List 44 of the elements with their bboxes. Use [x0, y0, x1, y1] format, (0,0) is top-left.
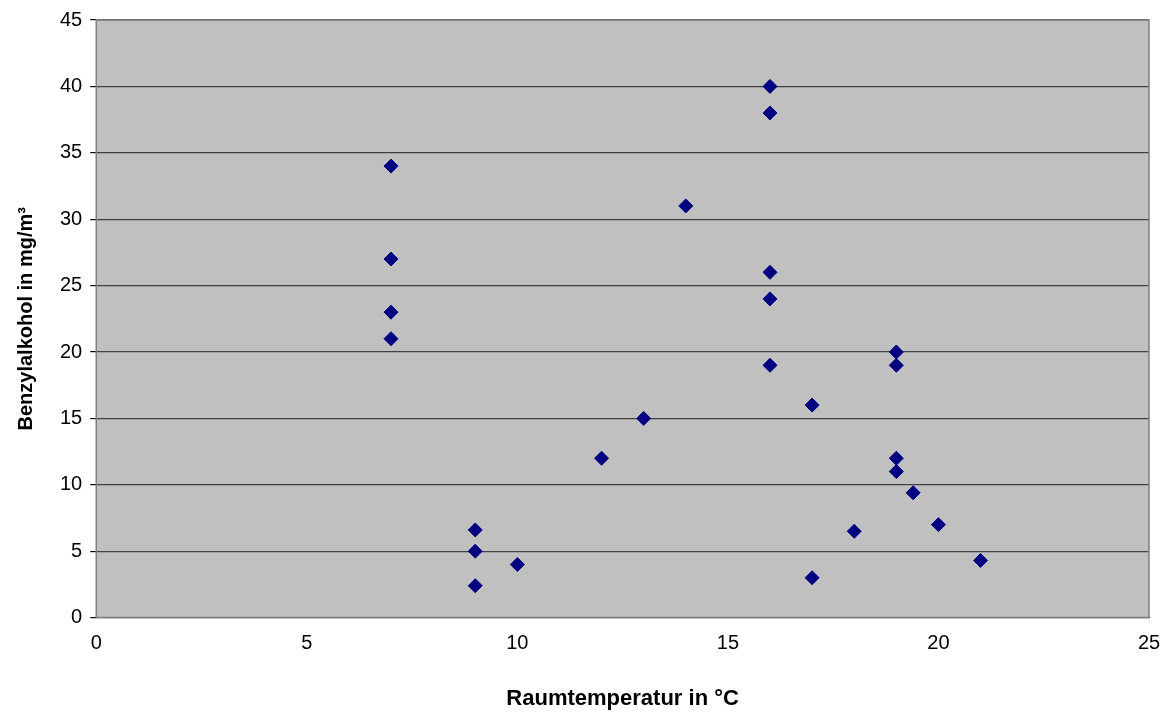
- y-axis-title: Benzylalkohol in mg/m³: [13, 206, 36, 431]
- y-tick-label: 25: [60, 273, 83, 296]
- y-tick-label: 35: [60, 140, 83, 163]
- x-tick-label: 20: [927, 631, 950, 654]
- point: [905, 485, 921, 501]
- point: [509, 556, 525, 572]
- point: [467, 543, 483, 559]
- y-tick-label: 20: [60, 339, 83, 362]
- y-tick-label: 5: [71, 538, 83, 561]
- point: [762, 105, 778, 121]
- y-tick-label: 10: [60, 472, 83, 495]
- y-tick-label: 0: [71, 605, 83, 628]
- point: [467, 522, 483, 538]
- point: [888, 464, 904, 480]
- point: [888, 344, 904, 360]
- point: [678, 198, 694, 214]
- x-tick-label: 25: [1137, 631, 1161, 654]
- y-tick-label: 40: [60, 73, 83, 96]
- point: [930, 517, 946, 533]
- x-tick-label: 0: [90, 631, 102, 654]
- point: [762, 78, 778, 94]
- y-tick-label: 15: [60, 405, 83, 428]
- point: [762, 291, 778, 307]
- point: [888, 357, 904, 373]
- point: [762, 357, 778, 373]
- point: [804, 570, 820, 586]
- point: [383, 251, 399, 267]
- point: [762, 264, 778, 280]
- point: [804, 397, 820, 413]
- point: [888, 450, 904, 466]
- x-tick-label: 10: [506, 631, 529, 654]
- point: [383, 304, 399, 320]
- point: [383, 158, 399, 174]
- y-tick-label: 30: [60, 206, 83, 229]
- point: [594, 450, 610, 466]
- point: [973, 553, 989, 568]
- x-axis-title: Raumtemperatur in °C: [506, 684, 739, 710]
- point: [467, 578, 483, 594]
- y-tick-label: 45: [60, 7, 83, 30]
- x-tick-label: 5: [301, 631, 313, 654]
- x-tick-label: 15: [716, 631, 740, 654]
- point: [383, 331, 399, 347]
- point: [636, 410, 652, 426]
- point: [846, 523, 862, 539]
